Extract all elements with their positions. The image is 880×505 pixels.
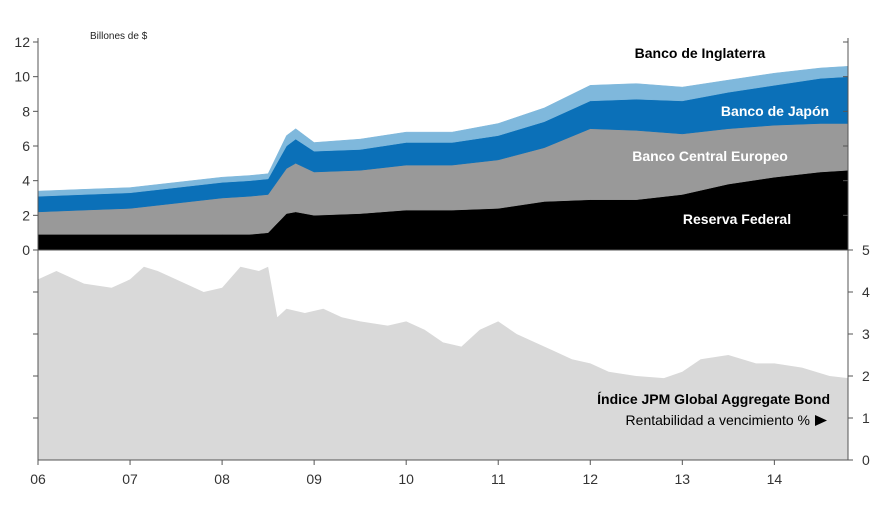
label-banco-de-japon: Banco de Japón [721,103,829,119]
arrow-right-icon [815,415,827,426]
x-tick-label: 06 [30,471,46,487]
top-unit-label: Billones de $ [90,31,148,42]
left-tick-label: 10 [14,69,30,85]
x-tick-label: 12 [582,471,598,487]
x-tick-label: 08 [214,471,230,487]
area-bond-yield [38,266,848,460]
x-tick-label: 09 [306,471,322,487]
chart-axes [33,38,853,465]
left-tick-label: 8 [22,103,30,119]
label-banco-central-europeo: Banco Central Europeo [632,148,788,164]
label-reserva-federal: Reserva Federal [683,211,791,227]
right-tick-label: 1 [862,410,870,426]
label-jpm-index: Índice JPM Global Aggregate Bond [597,391,830,407]
left-tick-label: 4 [22,173,30,189]
left-tick-label: 6 [22,138,30,154]
central-bank-stacked-areas [37,66,849,251]
x-tick-label: 14 [767,471,783,487]
x-tick-label: 11 [491,471,506,487]
left-tick-label: 2 [22,207,30,223]
right-tick-label: 2 [862,368,870,384]
bond-yield-area-group [38,266,848,460]
left-tick-label: 12 [14,34,30,50]
right-tick-label: 0 [862,452,870,468]
right-tick-label: 5 [862,242,870,258]
label-banco-de-inglaterra: Banco de Inglaterra [635,45,766,61]
x-tick-label: 07 [122,471,138,487]
x-tick-label: 10 [398,471,414,487]
x-tick-label: 13 [675,471,691,487]
right-tick-label: 4 [862,284,870,300]
left-tick-label: 0 [22,242,30,258]
right-tick-label: 3 [862,326,870,342]
label-yield-to-maturity: Rentabilidad a vencimiento % [626,412,810,428]
